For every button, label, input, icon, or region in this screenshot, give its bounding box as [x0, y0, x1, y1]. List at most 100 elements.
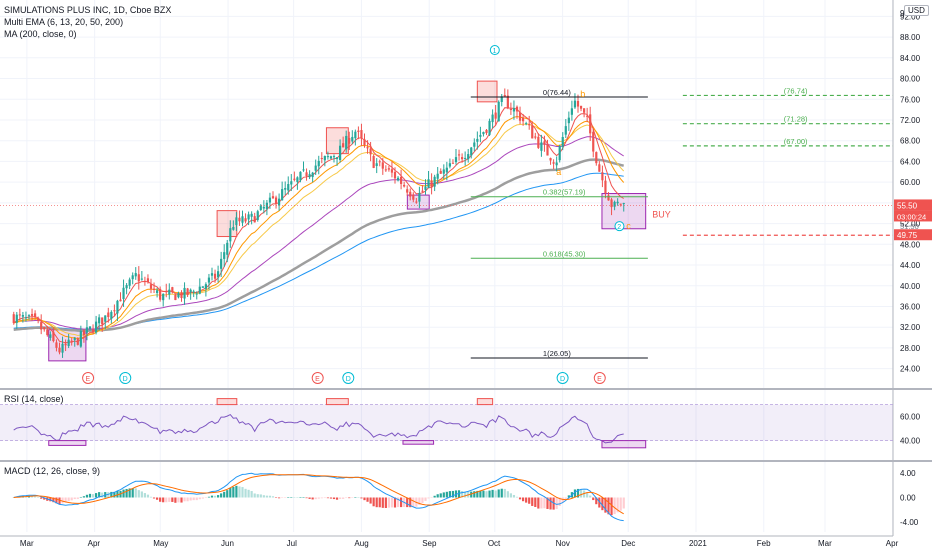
- macd-bar: [613, 497, 616, 515]
- candle-body: [601, 172, 604, 181]
- macd-bar: [314, 497, 317, 500]
- ma-indicator-label[interactable]: MA (200, close, 0): [4, 29, 77, 39]
- candle-body: [49, 334, 52, 338]
- macd-bar: [216, 495, 220, 498]
- macd-bar: [573, 489, 577, 498]
- macd-bar: [67, 497, 70, 502]
- macd-bar: [354, 497, 357, 498]
- fib-label: 0(76.44): [543, 88, 571, 97]
- macd-bar: [82, 496, 85, 498]
- macd-bar: [122, 489, 125, 498]
- wave-circle: [489, 45, 500, 56]
- price-tick-label: 72.00: [900, 116, 921, 125]
- candle-body: [277, 198, 281, 206]
- candle-body: [186, 288, 189, 296]
- candle-body: [113, 310, 116, 312]
- candle-body: [140, 278, 143, 280]
- macd-bar: [445, 491, 448, 498]
- candle-body: [470, 147, 473, 156]
- macd-bar: [512, 494, 516, 498]
- macd-bar: [235, 485, 238, 498]
- candle-body: [415, 201, 418, 203]
- macd-bar: [162, 497, 165, 503]
- candle-body: [351, 136, 354, 142]
- macd-bar: [189, 497, 192, 501]
- time-tick-label: Aug: [354, 539, 368, 548]
- macd-bar: [366, 497, 369, 502]
- macd-bar: [137, 490, 140, 498]
- candles: [12, 88, 625, 358]
- macd-bar: [500, 488, 503, 498]
- event-marker-label: D: [123, 376, 128, 383]
- candle-body: [348, 137, 351, 144]
- macd-bar: [610, 497, 613, 516]
- macd-bar: [448, 491, 451, 498]
- candle-body: [195, 293, 198, 295]
- candle-body: [308, 174, 311, 178]
- candle-body: [165, 291, 168, 293]
- candle-body: [491, 114, 494, 123]
- macd-bar: [464, 491, 467, 498]
- time-tick-label: 2021: [689, 539, 707, 548]
- macd-bar: [177, 497, 180, 503]
- currency-badge[interactable]: USD: [904, 5, 929, 16]
- macd-bar: [537, 497, 540, 509]
- price-tick-label: 28.00: [900, 344, 921, 353]
- target-label: (76.74): [784, 86, 808, 95]
- price-tick-label: 68.00: [900, 137, 921, 146]
- macd-bar: [88, 493, 92, 498]
- macd-bar: [357, 497, 360, 498]
- signal-line: [13, 474, 624, 515]
- macd-bar: [174, 497, 177, 503]
- candle-body: [70, 340, 73, 343]
- candle-body: [363, 139, 366, 146]
- candle-body: [98, 317, 101, 324]
- candle-body: [338, 145, 342, 161]
- macd-bar: [299, 497, 302, 498]
- candle-body: [442, 169, 445, 174]
- macd-bar: [598, 497, 601, 508]
- candle-body: [439, 170, 442, 174]
- wave-label: 1: [493, 48, 497, 55]
- macd-bar: [30, 496, 34, 498]
- macd-bar: [436, 494, 439, 498]
- candle-body: [253, 216, 256, 223]
- macd-bar: [616, 497, 619, 513]
- rsi-tick-label: 40.00: [900, 437, 921, 446]
- candle-body: [604, 180, 607, 194]
- ema6-line: [13, 107, 624, 344]
- candle-body: [274, 197, 278, 204]
- ema-indicator-label[interactable]: Multi EMA (6, 13, 20, 50, 200): [4, 17, 124, 27]
- candle-body: [67, 339, 70, 346]
- macd-bar: [256, 494, 259, 498]
- candle-body: [226, 242, 229, 255]
- candle-body: [570, 108, 573, 115]
- macd-bar: [143, 493, 146, 498]
- macd-bar: [564, 497, 567, 499]
- candle-body: [146, 278, 150, 283]
- candle-body: [552, 162, 555, 164]
- macd-bar: [509, 493, 512, 498]
- candle-body: [454, 157, 458, 163]
- macd-bar: [37, 497, 40, 498]
- price-tick-label: 32.00: [900, 323, 921, 332]
- candle-body: [326, 156, 329, 158]
- macd-bar: [152, 497, 156, 499]
- macd-bar: [323, 497, 326, 499]
- time-tick-label: Apr: [88, 539, 101, 548]
- macd-bar: [284, 497, 287, 498]
- macd-bar: [207, 496, 211, 498]
- candle-body: [143, 280, 146, 282]
- price-tick-label: 40.00: [900, 282, 921, 291]
- candle-body: [622, 203, 625, 205]
- macd-panel-label[interactable]: MACD (12, 26, close, 9): [4, 466, 101, 476]
- candle-body: [525, 123, 528, 125]
- macd-bar: [244, 488, 247, 498]
- candle-body: [613, 201, 616, 207]
- time-tick-label: Nov: [556, 539, 570, 548]
- macd-bar: [482, 490, 485, 498]
- price-tick-label: 92.00: [900, 12, 921, 21]
- rsi-panel-label[interactable]: RSI (14, close): [4, 394, 64, 404]
- red-box: [476, 80, 498, 103]
